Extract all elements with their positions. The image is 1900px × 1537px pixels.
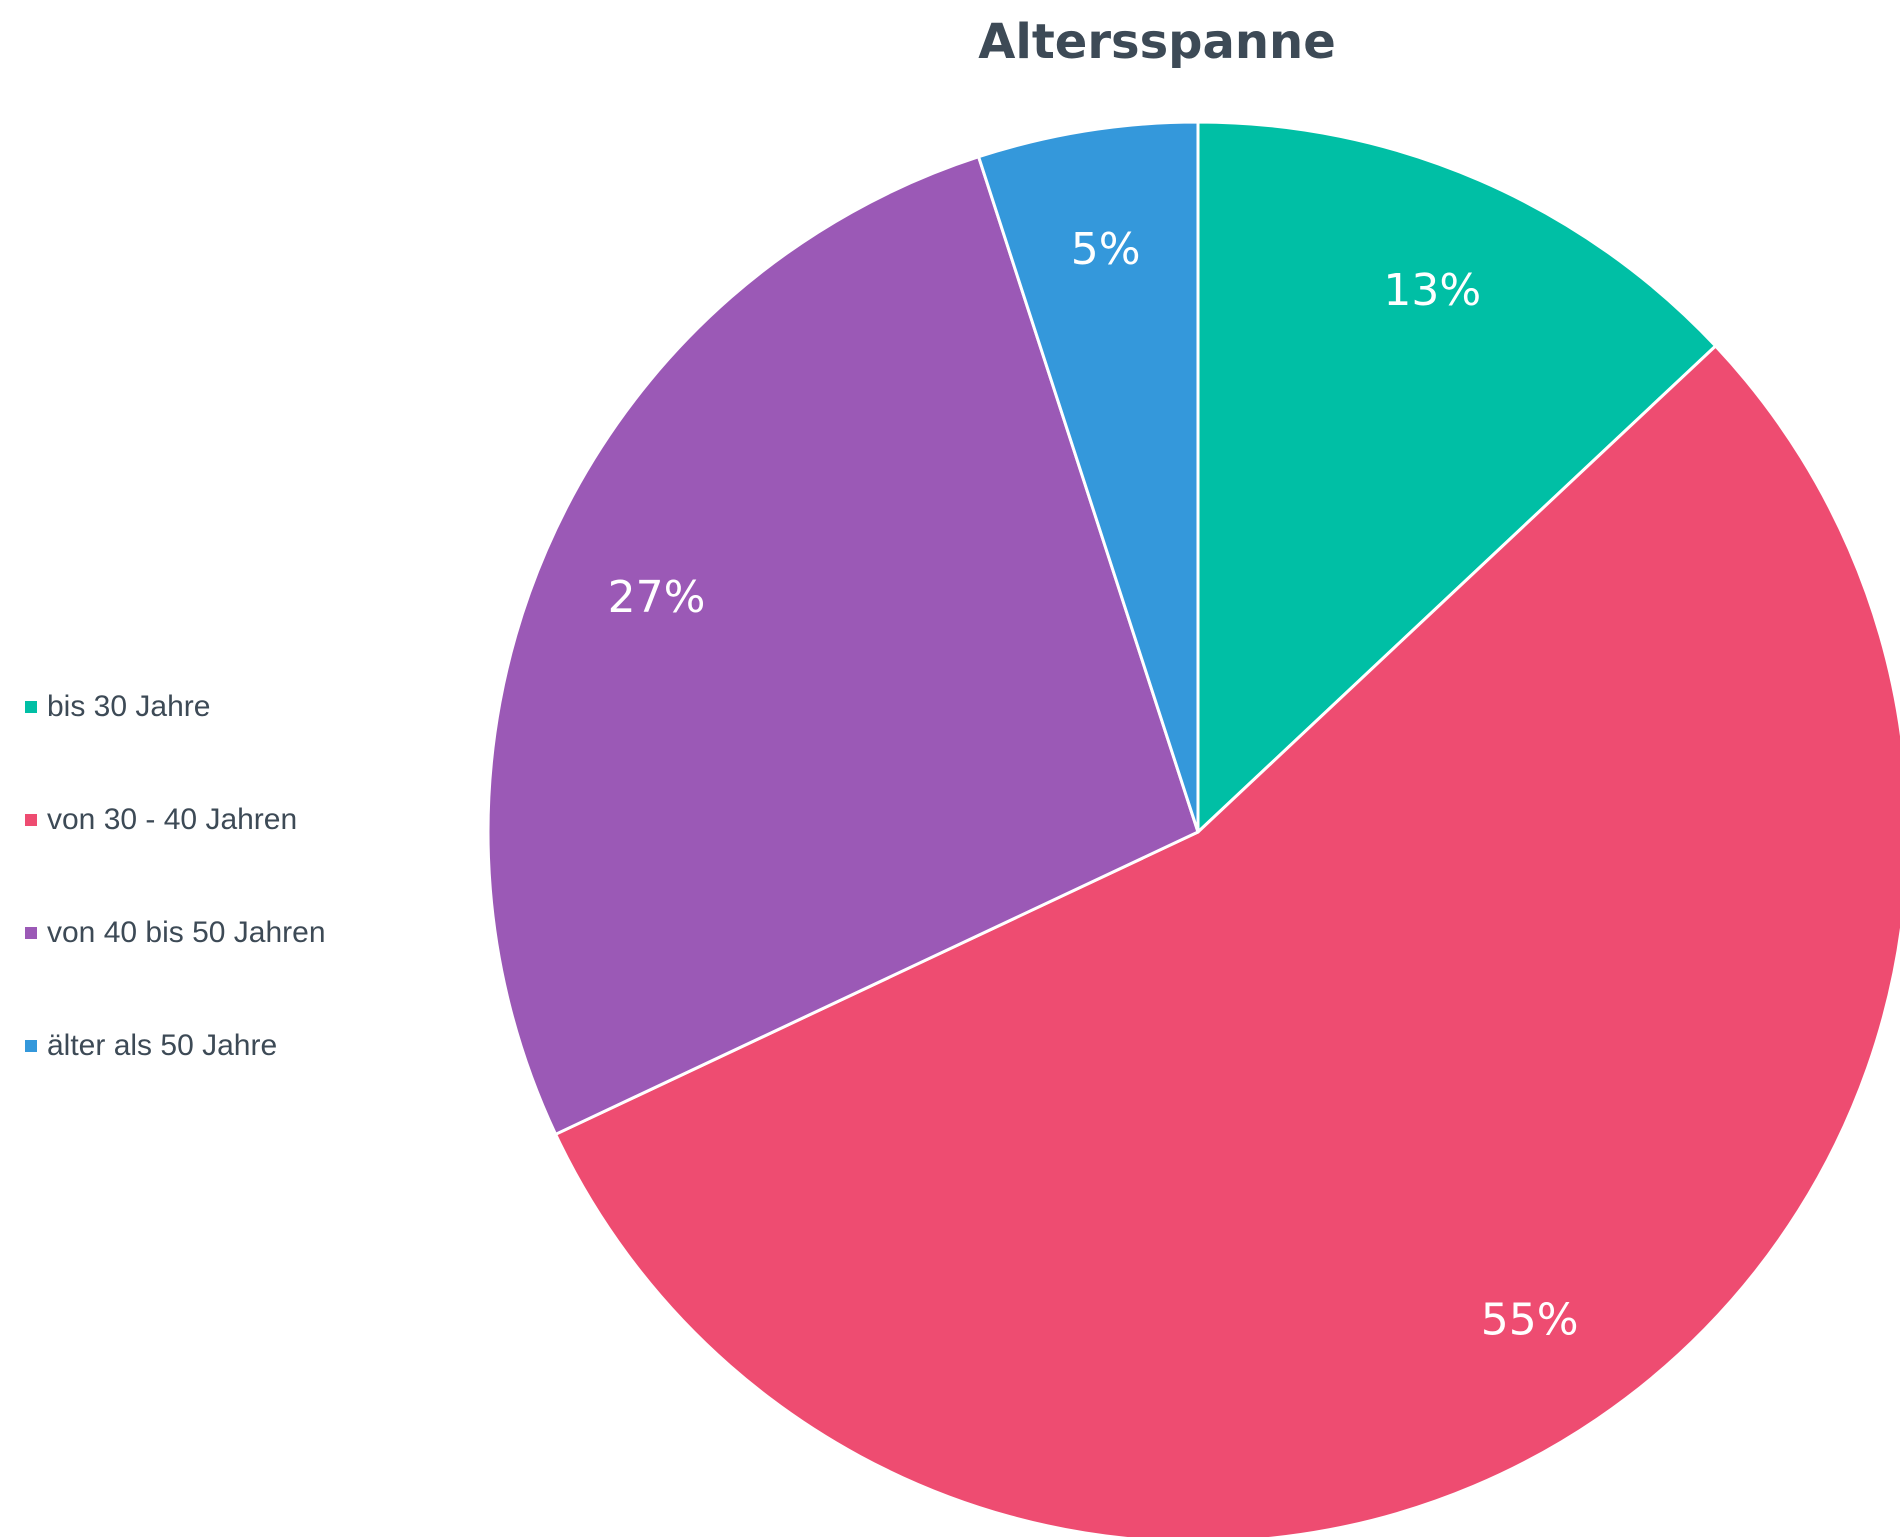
pie-slice-alter-als-50-jahre: [977, 120, 1200, 834]
pie-slices: [486, 120, 1900, 1537]
legend-swatch-alter-als-50-jahre: [25, 1040, 37, 1052]
legend-item-von-30-40-jahren: von 30 - 40 Jahren: [25, 803, 297, 837]
legend-label-bis-30-jahre: bis 30 Jahre: [47, 690, 211, 723]
slice-label-von-40-bis-50-jahren: 27%: [608, 572, 706, 623]
legend-label-von-40-bis-50-jahren: von 40 bis 50 Jahren: [47, 916, 326, 949]
chart-title: Altersspanne: [978, 14, 1336, 70]
slice-label-alter-als-50-jahre: 5%: [1071, 224, 1141, 275]
pie-slice-von-40-bis-50-jahren: [486, 155, 1200, 1136]
legend-swatch-von-30-40-jahren: [25, 814, 37, 826]
slice-label-von-30-40-jahren: 55%: [1481, 1294, 1579, 1345]
pie-slice-bis-30-jahre: [1196, 120, 1718, 834]
slice-label-bis-30-jahre: 13%: [1383, 265, 1481, 316]
legend-swatch-bis-30-jahre: [25, 701, 37, 713]
pie-slice-von-30-40-jahren: [554, 344, 1900, 1537]
legend-item-bis-30-jahre: bis 30 Jahre: [25, 690, 210, 724]
legend-label-von-30-40-jahren: von 30 - 40 Jahren: [47, 803, 298, 836]
legend-item-alter-als-50-jahre: älter als 50 Jahre: [25, 1029, 277, 1063]
legend-swatch-von-40-bis-50-jahren: [25, 927, 37, 939]
pie-slice-labels: 13% 55% 27% 5%: [608, 224, 1579, 1346]
legend-label-alter-als-50-jahre: älter als 50 Jahre: [47, 1029, 278, 1062]
legend-item-von-40-bis-50-jahren: von 40 bis 50 Jahren: [25, 916, 326, 950]
